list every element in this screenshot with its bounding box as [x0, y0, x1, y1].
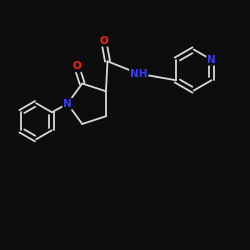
Text: N: N [207, 55, 216, 65]
Text: NH: NH [130, 69, 148, 79]
Text: O: O [99, 36, 108, 46]
Text: N: N [63, 99, 72, 109]
Text: O: O [72, 62, 81, 72]
